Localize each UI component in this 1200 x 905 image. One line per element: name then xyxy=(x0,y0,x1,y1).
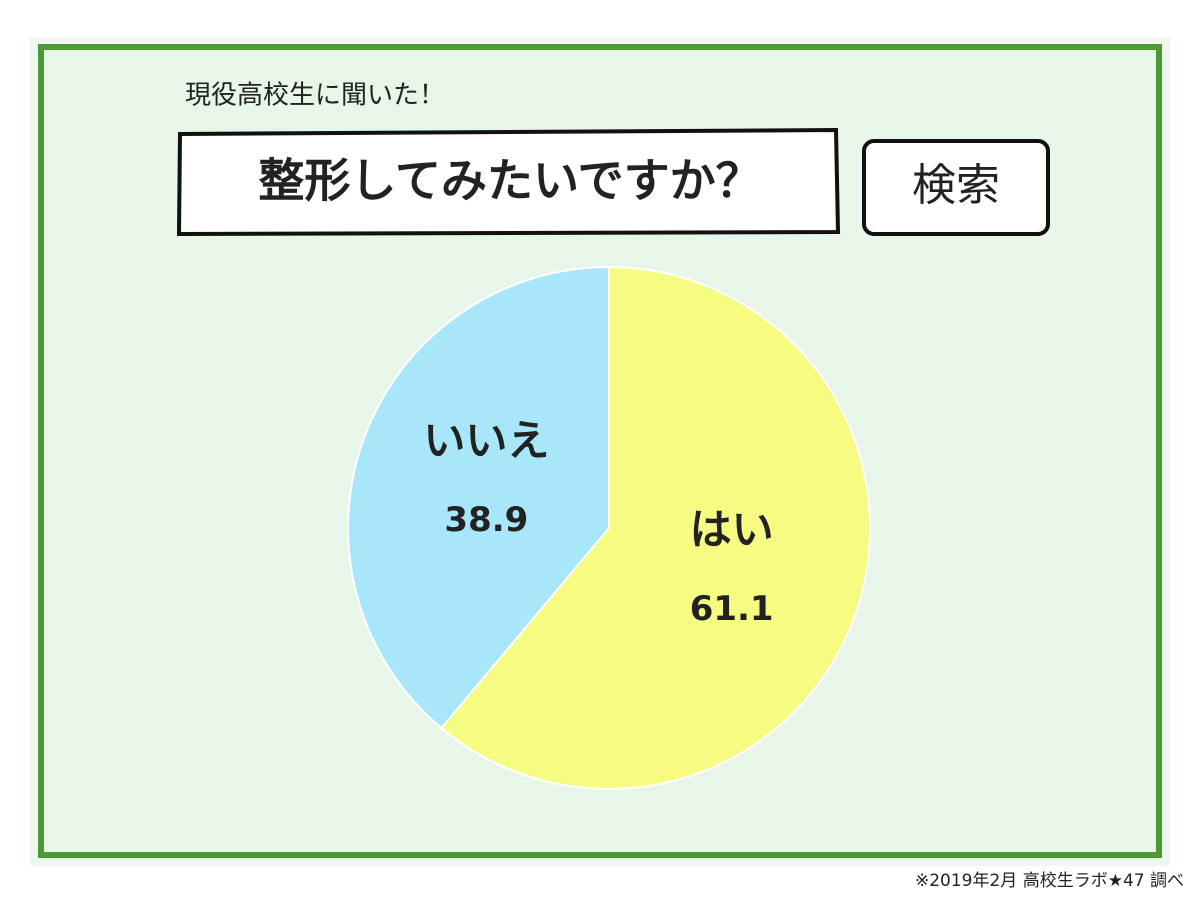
slice-value: 61.1 xyxy=(690,589,774,629)
search-button-label[interactable]: 検索 xyxy=(912,160,1000,211)
source: ※2019年2月 高校生ラボ★47 調べ xyxy=(915,871,1184,891)
chart-title: 整形してみたいですか？ xyxy=(258,154,761,208)
subtitle: 現役高校生に聞いた！ xyxy=(185,81,445,111)
pie-slice xyxy=(439,265,871,790)
slice-label: はい xyxy=(690,505,774,554)
slice-value: 38.9 xyxy=(444,500,528,540)
title-box xyxy=(176,127,841,237)
slice-label: いいえ xyxy=(423,416,549,465)
search-button[interactable] xyxy=(862,139,1050,236)
pie-slice xyxy=(347,265,610,730)
